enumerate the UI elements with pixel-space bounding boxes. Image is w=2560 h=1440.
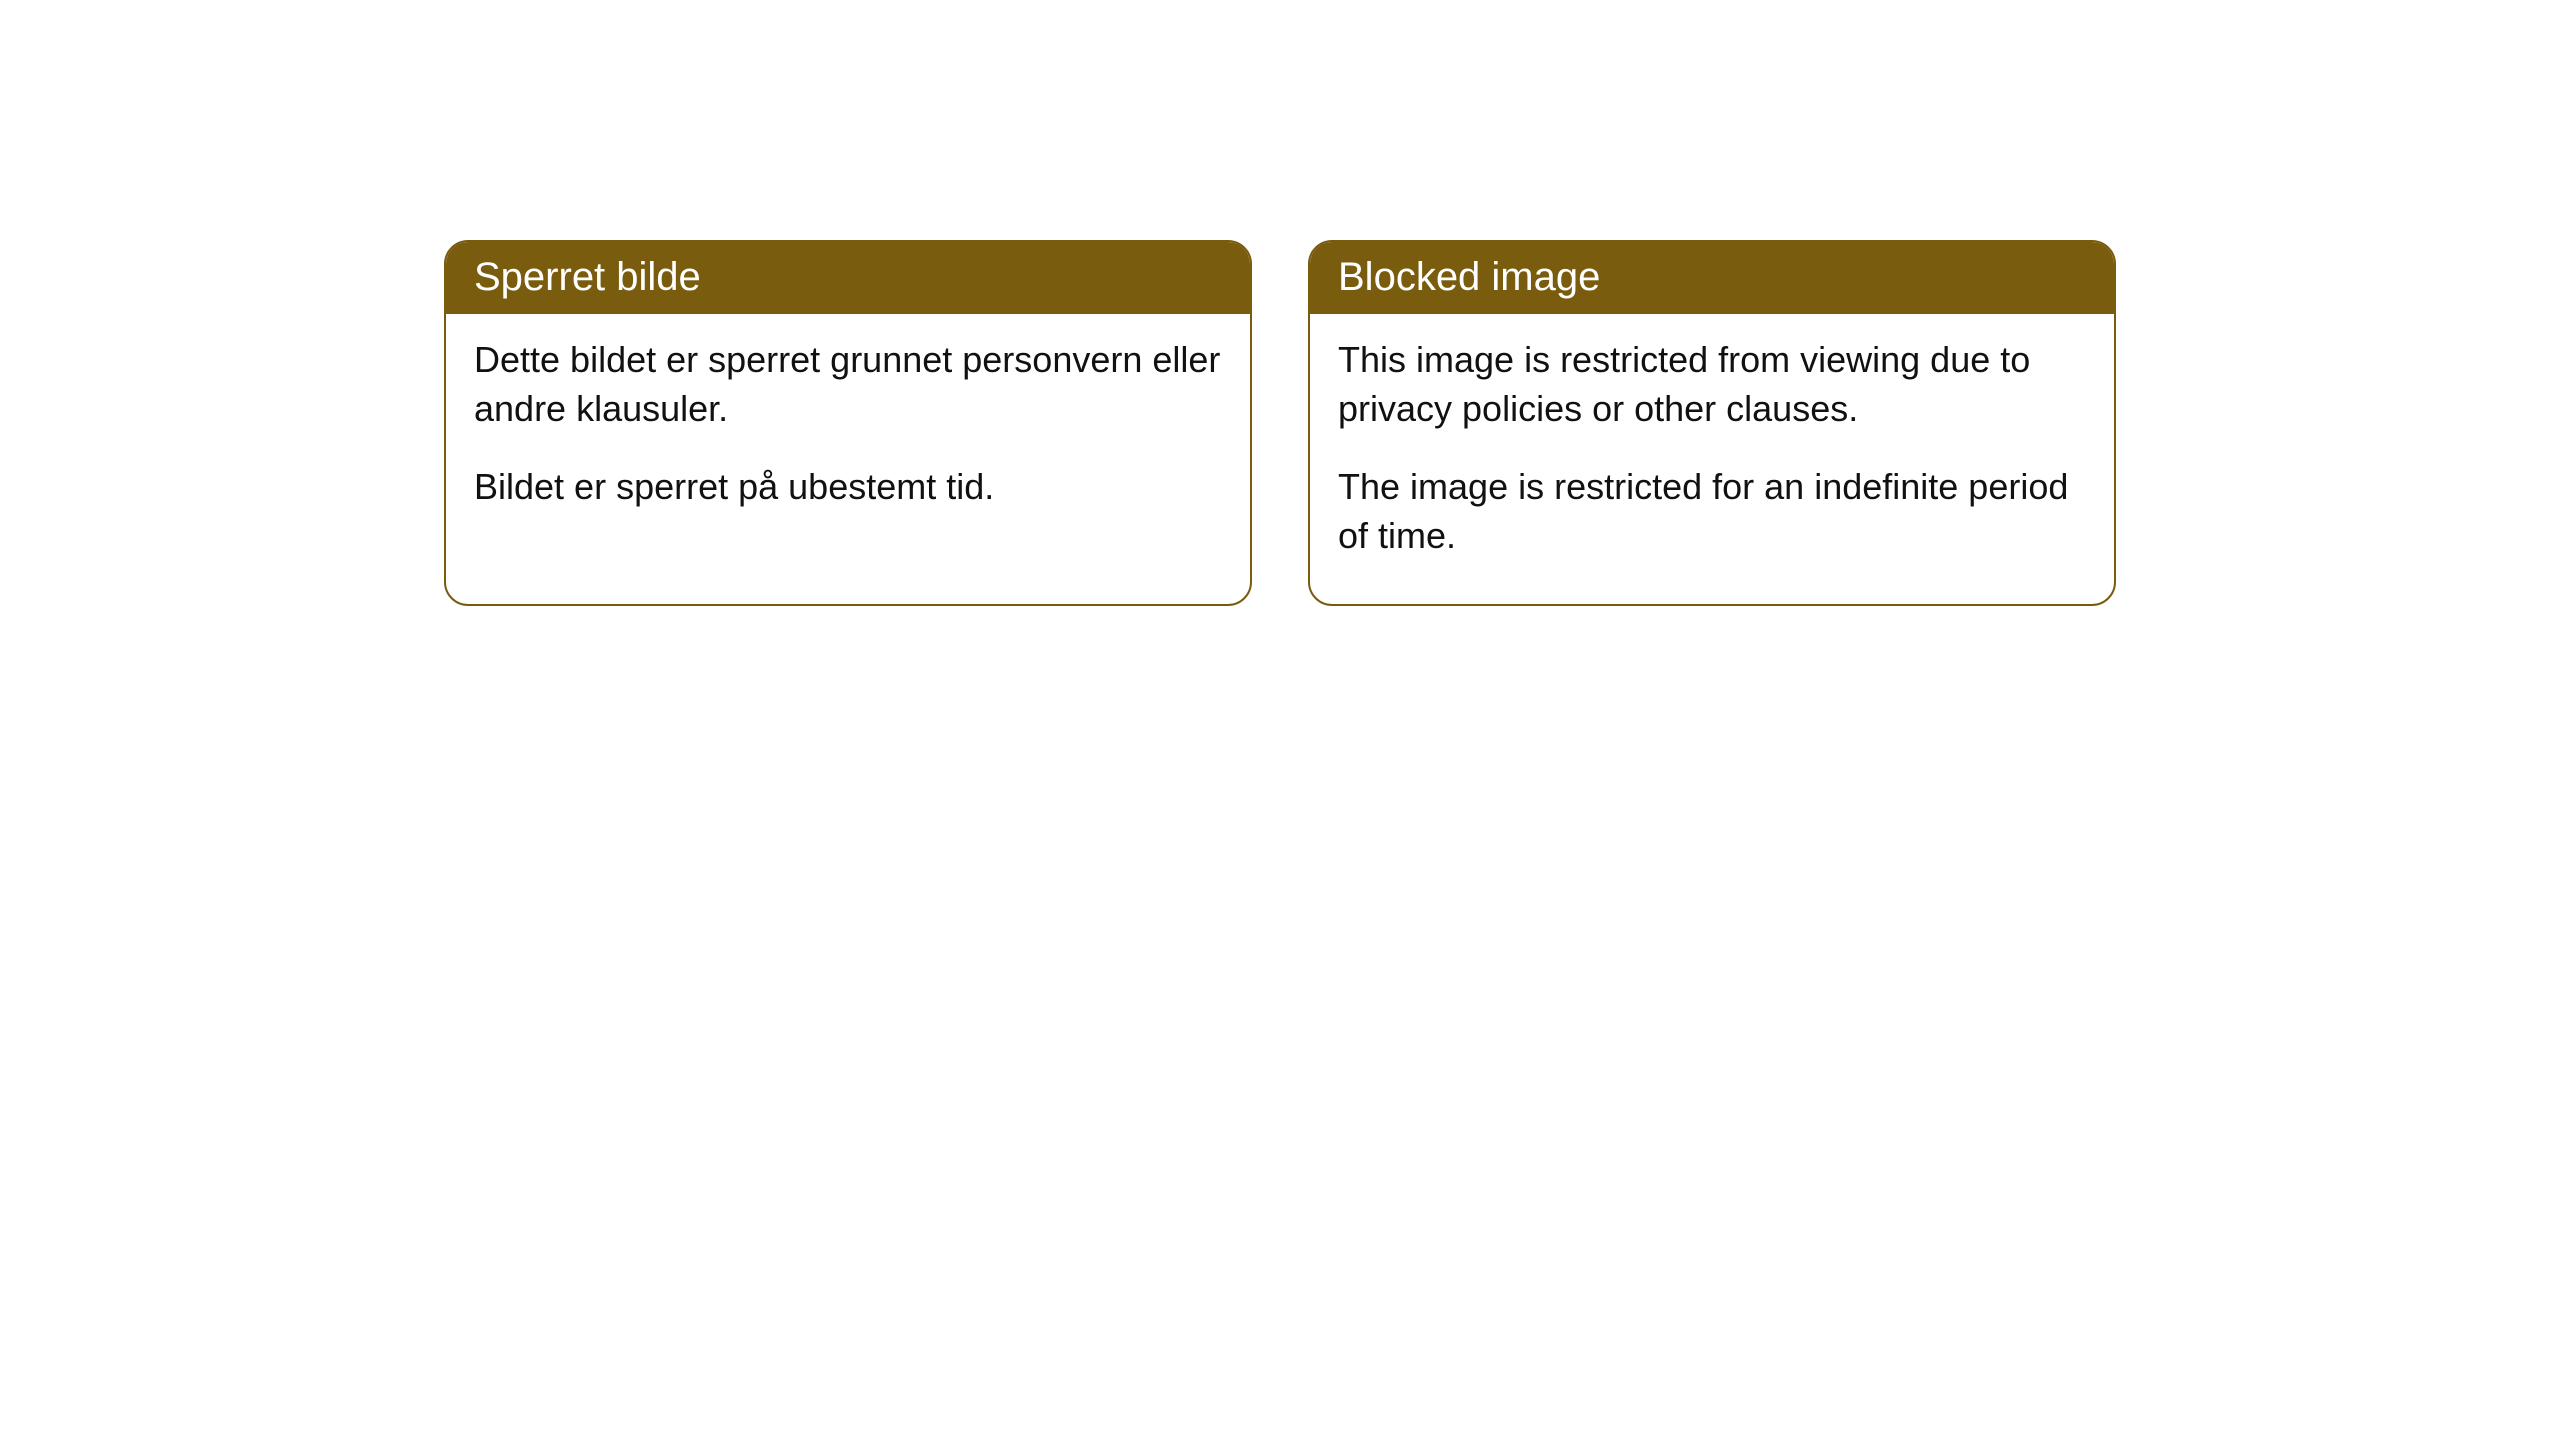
notice-paragraph: This image is restricted from viewing du… (1338, 336, 2086, 433)
notice-container: Sperret bilde Dette bildet er sperret gr… (0, 0, 2560, 606)
notice-body: Dette bildet er sperret grunnet personve… (446, 314, 1250, 556)
notice-paragraph: Dette bildet er sperret grunnet personve… (474, 336, 1222, 433)
notice-card-norwegian: Sperret bilde Dette bildet er sperret gr… (444, 240, 1252, 606)
notice-paragraph: The image is restricted for an indefinit… (1338, 463, 2086, 560)
notice-paragraph: Bildet er sperret på ubestemt tid. (474, 463, 1222, 512)
notice-title: Sperret bilde (446, 242, 1250, 314)
notice-title: Blocked image (1310, 242, 2114, 314)
notice-card-english: Blocked image This image is restricted f… (1308, 240, 2116, 606)
notice-body: This image is restricted from viewing du… (1310, 314, 2114, 604)
